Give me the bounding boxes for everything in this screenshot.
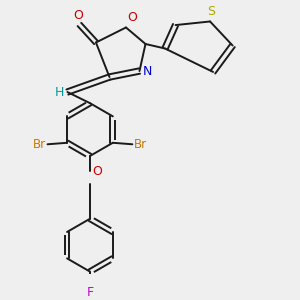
Text: N: N xyxy=(142,64,152,77)
Text: O: O xyxy=(128,11,137,25)
Text: S: S xyxy=(207,5,215,18)
Text: Br: Br xyxy=(134,138,147,151)
Text: Br: Br xyxy=(33,138,46,151)
Text: O: O xyxy=(73,9,83,22)
Text: F: F xyxy=(86,286,94,299)
Text: O: O xyxy=(92,165,102,178)
Text: H: H xyxy=(54,85,64,98)
